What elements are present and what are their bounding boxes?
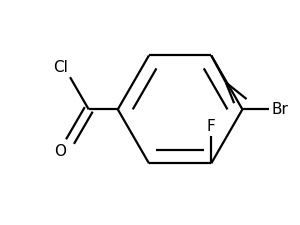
Text: Br: Br (272, 102, 288, 117)
Text: F: F (207, 119, 216, 134)
Text: O: O (54, 144, 66, 159)
Text: Cl: Cl (53, 60, 68, 75)
